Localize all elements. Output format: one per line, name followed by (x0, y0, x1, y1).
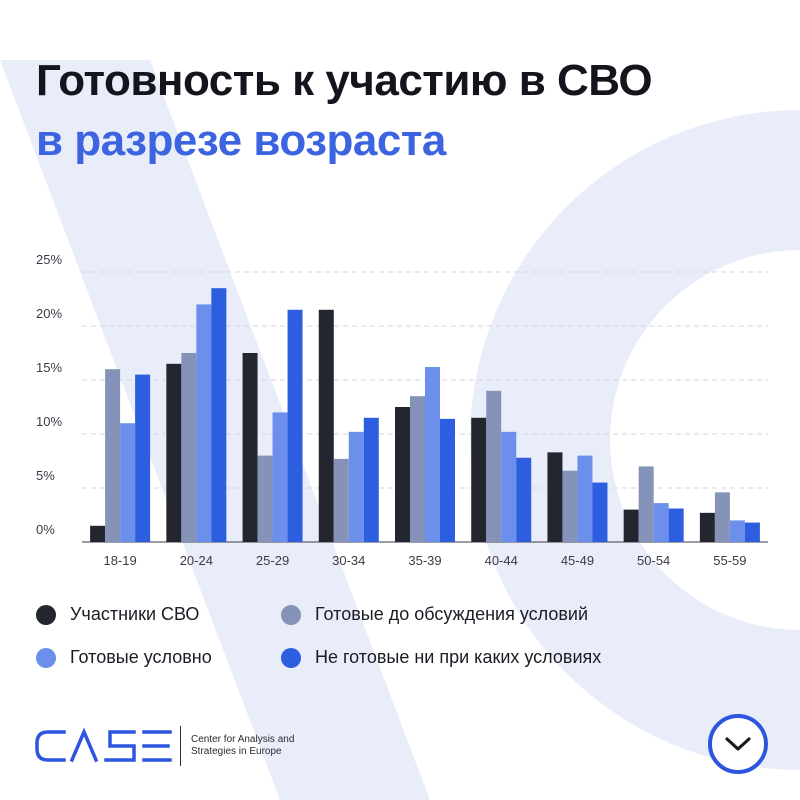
legend-label: Не готовые ни при каких условиях (315, 647, 602, 667)
bar (211, 288, 227, 542)
legend-label: Готовые до обсуждения условий (315, 604, 589, 624)
bar (257, 455, 273, 542)
footer-divider (180, 726, 181, 766)
bar (638, 466, 654, 542)
case-logo (35, 727, 172, 763)
x-tick-label: 35-39 (408, 553, 441, 568)
y-tick-label: 15% (36, 360, 62, 375)
bar (272, 412, 288, 542)
bar (120, 423, 136, 542)
legend-item-participants: Участники СВО (36, 604, 281, 625)
bar (516, 457, 532, 542)
x-tick-label: 18-19 (103, 553, 136, 568)
bar (729, 520, 745, 542)
bar (486, 390, 502, 542)
x-tick-label: 55-59 (713, 553, 746, 568)
bar (547, 452, 563, 542)
bar (471, 417, 487, 542)
chart-legend: Участники СВО Готовые до обсуждения усло… (36, 604, 736, 668)
bar (562, 470, 578, 542)
legend-swatch (281, 647, 301, 668)
bar (181, 353, 197, 542)
bar (348, 431, 364, 542)
bar (135, 374, 151, 542)
y-tick-label: 20% (36, 306, 62, 321)
background-arc (470, 110, 800, 770)
bar (653, 503, 669, 542)
bar (318, 309, 334, 542)
next-slide-button[interactable] (708, 714, 768, 774)
bar (668, 508, 684, 542)
bar (577, 455, 593, 542)
y-tick-label: 25% (36, 252, 62, 267)
x-tick-label: 25-29 (256, 553, 289, 568)
legend-item-conditionally-ready: Готовые условно (36, 647, 281, 668)
organization-tagline: Center for Analysis and Strategies in Eu… (191, 734, 295, 757)
x-tick-label: 50-54 (637, 553, 670, 568)
bar (501, 431, 517, 542)
legend-item-ready-to-discuss: Готовые до обсуждения условий (281, 604, 681, 625)
bar (363, 417, 379, 542)
page-title: Готовность к участию в СВО (36, 56, 653, 105)
x-tick-label: 30-34 (332, 553, 365, 568)
bar (166, 363, 182, 542)
chevron-down-icon (725, 737, 751, 751)
bar (440, 418, 455, 542)
bar-chart: 0% 5% 10% 15% 20% 25% 18-19 20-24 25-29 30-34 35-3… (36, 252, 768, 568)
legend-swatch (36, 604, 56, 625)
footer: Center for Analysis and Strategies in Eu… (34, 724, 311, 768)
bar (196, 304, 212, 542)
x-tick-label: 45-49 (561, 553, 594, 568)
y-tick-label: 0% (36, 522, 55, 537)
legend-label: Участники СВО (70, 604, 200, 624)
y-tick-label: 10% (36, 414, 62, 429)
y-tick-label: 5% (36, 468, 55, 483)
bar (699, 512, 715, 542)
bar (425, 367, 440, 542)
bar (287, 309, 303, 542)
bar (105, 369, 121, 542)
bar (592, 482, 608, 542)
legend-swatch (36, 647, 56, 668)
legend-label: Готовые условно (70, 647, 212, 667)
bar (623, 509, 639, 542)
bar (242, 353, 258, 542)
bar (395, 407, 410, 542)
x-tick-label: 40-44 (485, 553, 518, 568)
legend-swatch (281, 604, 301, 625)
bar (410, 396, 425, 542)
bar (744, 522, 760, 542)
x-tick-label: 20-24 (180, 553, 213, 568)
bar (90, 525, 106, 542)
bar (714, 492, 730, 542)
bar (333, 458, 349, 542)
page-subtitle: в разрезе возраста (36, 116, 446, 165)
legend-item-not-ready: Не готовые ни при каких условиях (281, 647, 681, 668)
